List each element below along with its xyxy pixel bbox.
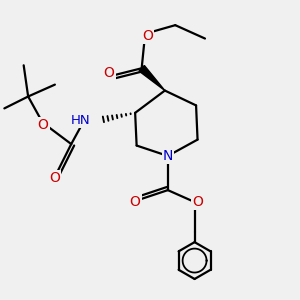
Text: O: O xyxy=(130,195,141,209)
Text: O: O xyxy=(103,66,114,80)
Text: N: N xyxy=(163,149,173,163)
Text: O: O xyxy=(142,28,153,43)
Polygon shape xyxy=(139,65,165,91)
Text: O: O xyxy=(50,171,60,185)
Text: O: O xyxy=(38,118,48,132)
Text: HN: HN xyxy=(71,114,91,127)
Text: O: O xyxy=(192,195,203,209)
